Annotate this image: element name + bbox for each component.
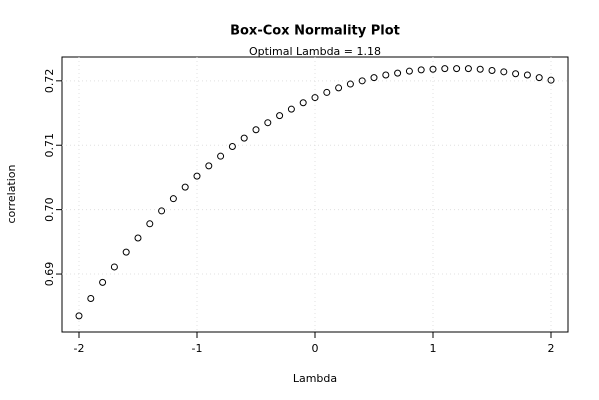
point — [99, 278, 107, 286]
point — [205, 162, 213, 170]
point — [488, 67, 496, 75]
point — [264, 119, 272, 127]
point — [87, 295, 95, 303]
point — [287, 105, 295, 113]
chart-subtitle: Optimal Lambda = 1.18 — [249, 45, 381, 58]
point — [535, 74, 543, 82]
x-tick-label: 1 — [430, 342, 437, 355]
point — [441, 65, 449, 73]
point — [323, 88, 331, 96]
point — [252, 126, 260, 134]
y-tick-label: 0.71 — [43, 133, 56, 158]
point — [169, 195, 177, 203]
point — [405, 67, 413, 75]
point — [75, 312, 83, 320]
point — [429, 65, 437, 73]
point — [122, 248, 130, 256]
point — [547, 76, 555, 84]
point — [417, 66, 425, 74]
point — [394, 69, 402, 77]
point — [311, 94, 319, 102]
point — [476, 65, 484, 73]
point — [228, 143, 236, 151]
x-axis-label: Lambda — [293, 372, 337, 385]
point — [276, 112, 284, 120]
point — [193, 172, 201, 180]
point — [217, 152, 225, 160]
x-tick-label: 2 — [548, 342, 555, 355]
point — [512, 70, 520, 78]
point — [370, 74, 378, 82]
point — [500, 68, 508, 76]
point — [335, 84, 343, 92]
point — [299, 99, 307, 107]
point — [134, 234, 142, 242]
point — [346, 80, 354, 88]
y-axis-label: correlation — [5, 164, 18, 223]
point — [181, 183, 189, 191]
point — [110, 263, 118, 271]
x-tick-label: 0 — [312, 342, 319, 355]
chart-title: Box-Cox Normality Plot — [230, 24, 400, 39]
point — [523, 71, 531, 79]
y-tick-label: 0.72 — [43, 69, 56, 94]
y-tick-label: 0.70 — [43, 197, 56, 222]
point — [240, 134, 248, 142]
x-tick-label: -1 — [192, 342, 203, 355]
point — [453, 65, 461, 73]
point — [382, 71, 390, 79]
point — [146, 220, 154, 228]
point — [358, 77, 366, 85]
point — [158, 207, 166, 215]
y-tick-label: 0.69 — [43, 262, 56, 287]
point — [464, 65, 472, 73]
x-tick-label: -2 — [74, 342, 85, 355]
